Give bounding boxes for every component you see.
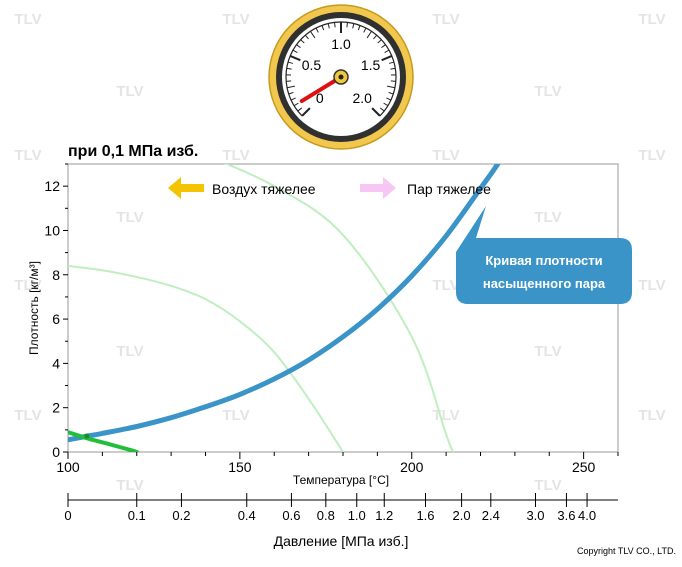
x-tick-label: 200 bbox=[400, 459, 424, 475]
callout-line-2: насыщенного пара bbox=[483, 276, 606, 291]
pressure-tick-label: 0.4 bbox=[238, 508, 256, 523]
pressure-tick-label: 3.0 bbox=[526, 508, 544, 523]
pressure-tick-label: 0.8 bbox=[317, 508, 335, 523]
watermark-text: TLV bbox=[432, 407, 459, 424]
watermark-text: TLV bbox=[638, 277, 665, 294]
watermark-text: TLV bbox=[534, 477, 561, 494]
pressure-tick-label: 0.6 bbox=[282, 508, 300, 523]
y-tick-label: 4 bbox=[52, 355, 60, 371]
watermark-text: TLV bbox=[116, 209, 143, 226]
watermark-text: TLV bbox=[222, 147, 249, 164]
left-arrow-icon bbox=[168, 177, 204, 199]
intersection-marker bbox=[84, 434, 89, 439]
gauge-label-1-5: 1.5 bbox=[361, 57, 381, 73]
x-axis-label: Температура [°C] bbox=[293, 473, 389, 487]
x-tick-label: 100 bbox=[56, 459, 80, 475]
pressure-tick-label: 3.6 bbox=[557, 508, 575, 523]
watermark-text: TLV bbox=[222, 407, 249, 424]
y-tick-label: 12 bbox=[44, 178, 60, 194]
watermark-text: TLV bbox=[432, 11, 459, 28]
callout-line-1: Кривая плотности bbox=[485, 253, 602, 268]
y-axis: 0 2 4 6 8 10 12 bbox=[44, 164, 68, 460]
watermark-text: TLV bbox=[222, 11, 249, 28]
copyright: Copyright TLV CO., LTD. bbox=[577, 546, 676, 556]
legend-air-heavier: Воздух тяжелее bbox=[212, 181, 316, 197]
watermark-text: TLV bbox=[534, 83, 561, 100]
y-tick-label: 8 bbox=[52, 267, 60, 283]
pressure-tick-label: 0 bbox=[64, 508, 71, 523]
x-axis: 100 150 200 250 bbox=[56, 452, 618, 475]
x-tick-label: 150 bbox=[228, 459, 252, 475]
pressure-tick-label: 0.1 bbox=[128, 508, 146, 523]
pressure-tick-label: 2.4 bbox=[482, 508, 500, 523]
y-axis-label: Плотность [кг/м³] bbox=[27, 261, 41, 355]
y-tick-label: 6 bbox=[52, 311, 60, 327]
legend-steam-heavier: Пар тяжелее bbox=[407, 181, 491, 197]
watermark-text: TLV bbox=[432, 277, 459, 294]
x-tick-label: 250 bbox=[572, 459, 596, 475]
watermark-text: TLV bbox=[638, 147, 665, 164]
gauge-label-1-0: 1.0 bbox=[331, 36, 351, 52]
watermark-text: TLV bbox=[116, 477, 143, 494]
y-tick-label: 2 bbox=[52, 400, 60, 416]
watermark-text: TLV bbox=[116, 83, 143, 100]
gauge-hub-center bbox=[339, 75, 344, 80]
pressure-tick-label: 1.0 bbox=[348, 508, 366, 523]
y-tick-label: 10 bbox=[44, 222, 60, 238]
watermark-text: TLV bbox=[14, 147, 41, 164]
pressure-tick-label: 4.0 bbox=[578, 508, 596, 523]
watermark-text: TLV bbox=[14, 407, 41, 424]
pressure-gauge: 0 0.5 1.0 1.5 2.0 bbox=[269, 5, 413, 149]
air-density-curve-lower bbox=[68, 266, 343, 452]
gauge-label-2-0: 2.0 bbox=[352, 90, 372, 106]
legend: Воздух тяжелее Пар тяжелее bbox=[168, 177, 491, 199]
watermark-text: TLV bbox=[432, 147, 459, 164]
pressure-tick-label: 0.2 bbox=[172, 508, 190, 523]
pressure-axis-label: Давление [МПа изб.] bbox=[274, 533, 409, 549]
gauge-label-0-5: 0.5 bbox=[302, 57, 322, 73]
watermark-text: TLV bbox=[638, 407, 665, 424]
chart-subtitle: при 0,1 МПа изб. bbox=[68, 143, 198, 160]
plot-frame bbox=[68, 164, 618, 452]
watermark-text: TLV bbox=[116, 343, 143, 360]
watermark-text: TLV bbox=[534, 209, 561, 226]
watermark-text: TLV bbox=[14, 11, 41, 28]
y-tick-label: 0 bbox=[52, 444, 60, 460]
gauge-tick bbox=[347, 22, 348, 27]
gauge-tick bbox=[335, 22, 336, 27]
pressure-tick-label: 1.2 bbox=[375, 508, 393, 523]
watermark-text: TLV bbox=[534, 343, 561, 360]
right-arrow-icon bbox=[360, 177, 396, 199]
pressure-tick-label: 2.0 bbox=[453, 508, 471, 523]
watermark-text: TLV bbox=[638, 11, 665, 28]
pressure-tick-label: 1.6 bbox=[416, 508, 434, 523]
